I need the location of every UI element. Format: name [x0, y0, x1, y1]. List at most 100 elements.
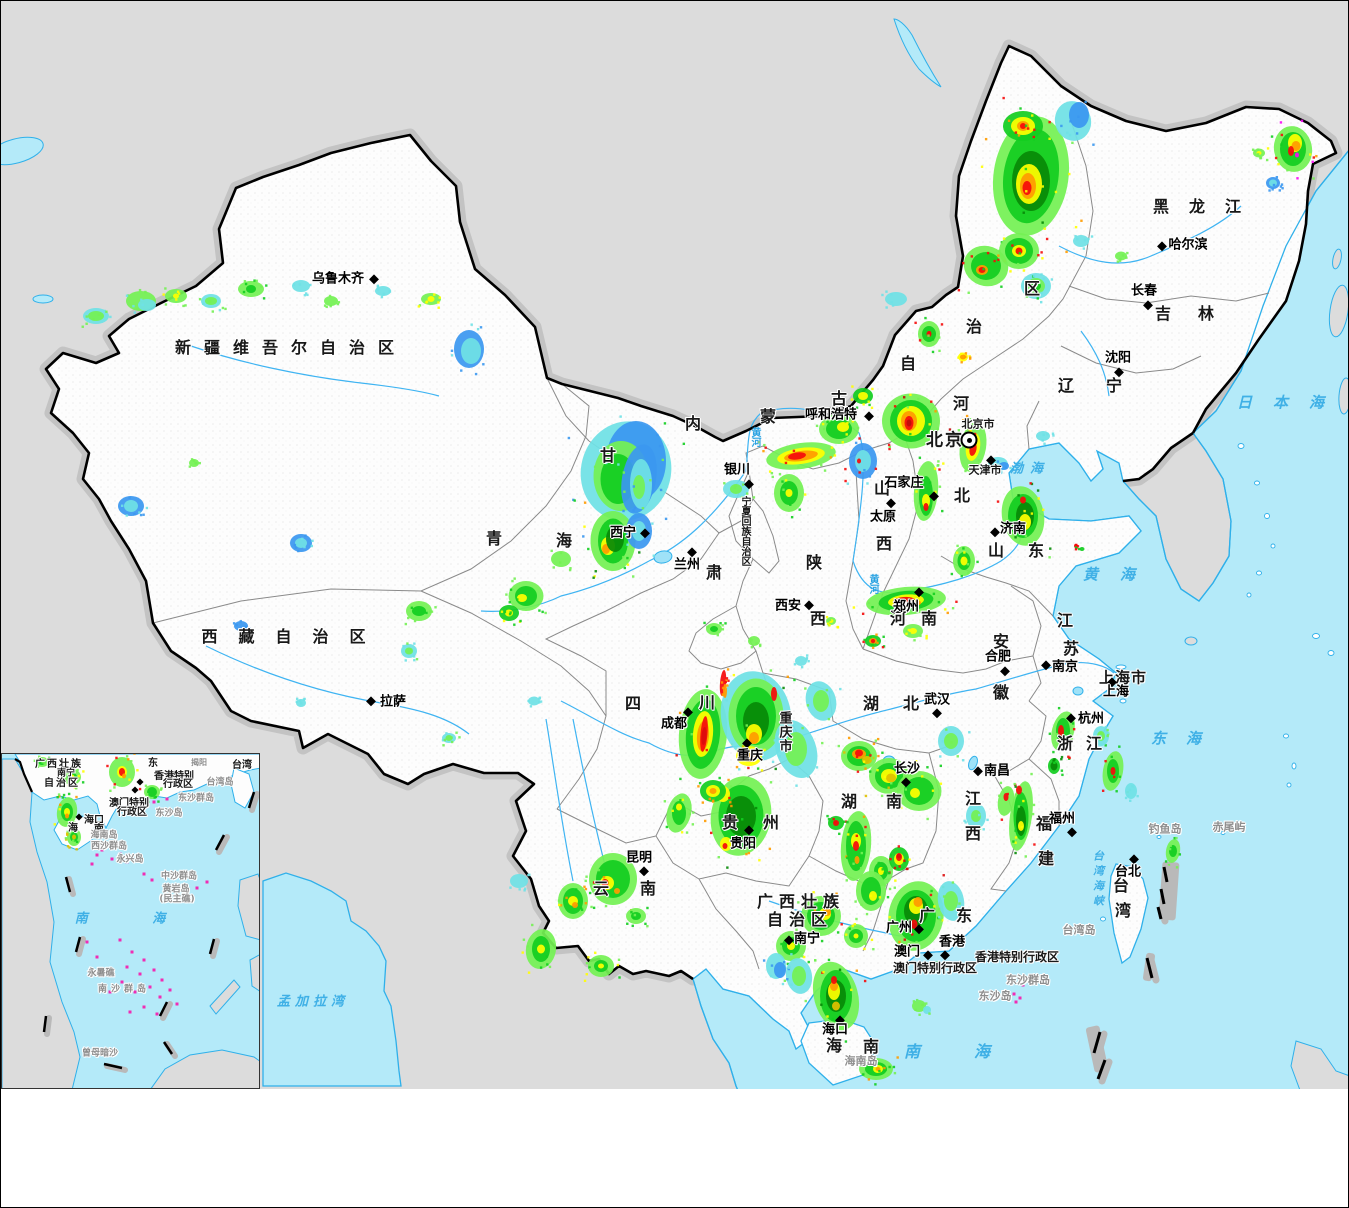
radar-echo	[722, 843, 728, 849]
province-boundary	[762, 672, 950, 754]
small-island	[1220, 831, 1226, 835]
radar-echo	[792, 966, 806, 986]
radar-echo	[857, 458, 861, 464]
radar-echo	[1069, 102, 1089, 128]
boundary-dash	[1159, 888, 1166, 905]
island-mark	[152, 800, 156, 804]
radar-echo	[1110, 767, 1116, 775]
radar-echo	[517, 594, 527, 602]
radar-echo	[614, 888, 620, 894]
island-mark	[128, 1010, 132, 1014]
island-mark	[130, 950, 134, 954]
nine-dash-segment	[162, 1041, 174, 1055]
radar-echo	[606, 526, 624, 552]
island-mark	[1014, 1000, 1018, 1004]
river	[190, 345, 440, 397]
radar-echo	[910, 788, 920, 798]
island-mark	[125, 860, 129, 864]
inset-foreign-island	[209, 979, 241, 1015]
radar-echo	[64, 808, 70, 816]
lake	[653, 550, 673, 564]
island-mark	[150, 878, 154, 882]
radar-echo	[88, 311, 104, 321]
radar-echo-layer	[33, 754, 163, 851]
radar-echo	[412, 606, 426, 616]
radar-echo	[1115, 251, 1127, 261]
lake	[1, 136, 44, 166]
radar-echo	[923, 503, 929, 511]
province-boundary	[1028, 758, 1060, 826]
province-boundary	[420, 590, 607, 810]
radar-echo-layer	[81, 96, 1318, 1086]
lake	[1072, 686, 1084, 696]
province-boundary	[556, 800, 674, 844]
small-island	[1283, 733, 1289, 739]
province-boundary	[735, 558, 764, 674]
province-boundary	[862, 648, 1034, 674]
taiwan-island	[1108, 863, 1149, 965]
radar-echo	[1291, 141, 1301, 151]
radar-echo	[853, 841, 859, 851]
radar-echo	[911, 923, 917, 929]
radar-echo	[1059, 736, 1063, 742]
island-mark	[120, 980, 124, 984]
radar-echo	[1050, 761, 1058, 771]
radar-echo	[551, 551, 571, 567]
island-mark	[118, 938, 122, 942]
inset-china-land	[14, 754, 259, 830]
island-mark	[95, 955, 99, 959]
radar-echo	[676, 803, 682, 811]
small-island	[1327, 650, 1335, 656]
radar-echo	[1079, 547, 1085, 551]
radar-echo	[672, 801, 686, 825]
radar-echo	[832, 1001, 840, 1011]
radar-echo	[69, 774, 75, 780]
radar-echo	[1031, 281, 1041, 291]
radar-echo	[861, 877, 881, 905]
radar-echo	[72, 834, 76, 840]
radar-echo	[246, 285, 256, 293]
radar-echo	[749, 732, 759, 744]
south-china-sea-inset-map: 广西壮族 自治区东南宁 香港特别 行政区 澳门特别 行政区 台湾 海口海南揭阳 台湾岛 东沙群岛东…	[1, 753, 260, 1089]
island-mark	[118, 852, 122, 856]
radar-echo	[855, 450, 871, 472]
radar-echo	[528, 696, 540, 706]
island-mark	[1018, 996, 1022, 1000]
radar-echo	[795, 656, 807, 666]
river	[1058, 205, 1242, 264]
province-boundary	[992, 700, 1047, 774]
radar-echo	[944, 733, 958, 749]
island-mark	[142, 958, 146, 962]
island-mark	[165, 797, 169, 801]
nine-dash-segment	[64, 876, 72, 893]
province-boundary	[728, 470, 780, 574]
radar-echo	[785, 732, 807, 766]
island-mark	[168, 988, 172, 992]
foreign-island	[1338, 377, 1348, 415]
radar-echo	[893, 596, 915, 606]
island-mark	[175, 1002, 179, 1006]
radar-echo	[1022, 181, 1032, 195]
small-island	[1237, 443, 1245, 449]
radar-echo	[853, 933, 859, 939]
radar-echo	[787, 942, 795, 950]
china-radar-map: 新疆维吾尔自治区 西藏自治区青海甘肃内蒙古自治区黑龙江吉林辽宁河北山西山东河南陕西…	[1, 1, 1348, 1089]
radar-echo	[1295, 152, 1299, 158]
radar-echo	[596, 860, 630, 898]
radar-echo	[295, 538, 307, 548]
radar-echo	[909, 628, 917, 634]
small-island	[1256, 570, 1262, 576]
island-mark	[155, 1012, 159, 1016]
radar-echo	[122, 773, 126, 779]
radar-echo	[814, 919, 820, 925]
inset-national-border	[14, 758, 34, 793]
radar-echo	[189, 459, 199, 467]
island-mark	[85, 940, 89, 944]
small-island	[1270, 543, 1276, 549]
radar-echo	[971, 435, 977, 443]
inset-taiwan	[230, 767, 255, 809]
small-island	[1246, 592, 1252, 598]
lake	[32, 294, 54, 304]
radar-echo	[1020, 123, 1026, 129]
nine-dash-segment	[208, 938, 216, 955]
